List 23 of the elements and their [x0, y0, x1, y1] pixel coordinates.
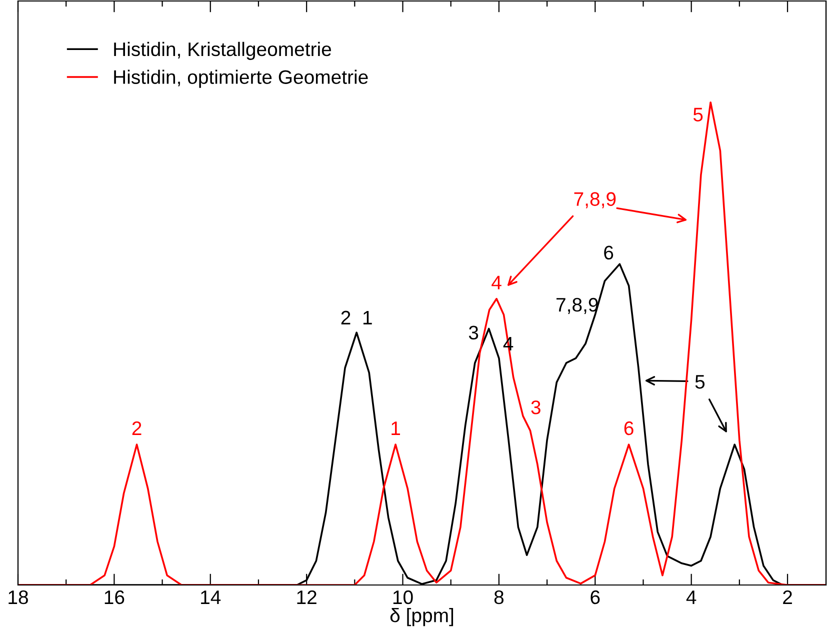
annotation: 3: [531, 400, 540, 414]
x-tick-label: 6: [590, 590, 600, 604]
x-tick-label: 10: [393, 590, 413, 604]
x-tick-label: 18: [8, 590, 28, 604]
annotation: 2 1: [341, 310, 372, 324]
x-tick-label: 16: [104, 590, 124, 604]
x-tick-label: 8: [494, 590, 504, 604]
annotation: 7,8,9: [574, 192, 616, 208]
legend-label: Histidin, Kristallgeometrie: [114, 42, 332, 60]
annotation: 4: [492, 276, 502, 290]
x-tick-label: 2: [783, 590, 792, 604]
annotation: 6: [624, 421, 634, 436]
x-tick-label: 14: [201, 590, 221, 604]
legend-label: Histidin, optimierte Geometrie: [114, 70, 368, 88]
annotation: 5: [693, 108, 703, 122]
annotation: 5: [695, 375, 705, 389]
annotation: 6: [604, 246, 614, 260]
annotation: 1: [392, 422, 400, 435]
x-tick-label: 12: [297, 590, 316, 604]
x-tick-label: 4: [686, 590, 696, 604]
annotation: 2: [132, 421, 142, 435]
annotation: 3: [468, 326, 478, 340]
x-axis-title: δ [ppm]: [390, 608, 454, 626]
